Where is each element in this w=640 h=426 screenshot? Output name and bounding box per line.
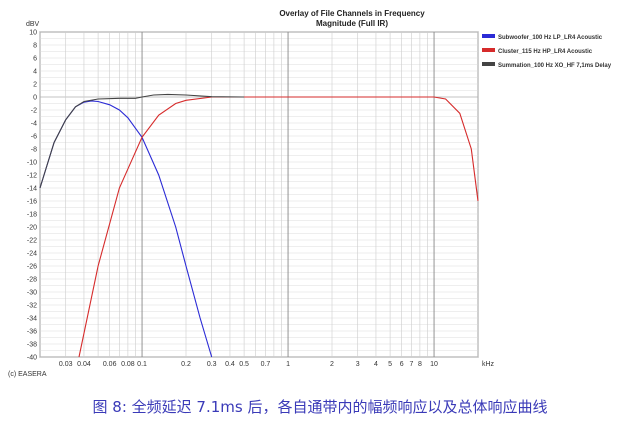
y-tick-label: 2 <box>33 82 37 89</box>
frequency-response-chart: Overlay of File Channels in Frequency Ma… <box>8 9 612 378</box>
x-tick-label: 4 <box>374 361 378 368</box>
y-tick-label: -26 <box>27 264 37 271</box>
figure-caption: 图 8: 全频延迟 7.1ms 后，各自通带内的幅频响应以及总体响应曲线 <box>92 398 548 416</box>
x-tick-label: 0.1 <box>137 361 147 368</box>
x-tick-label: 0.7 <box>261 361 271 368</box>
y-tick-label: -4 <box>31 121 37 128</box>
x-tick-label: 0.03 <box>59 361 73 368</box>
y-tick-label: -28 <box>27 277 37 284</box>
x-tick-label: 0.06 <box>103 361 117 368</box>
y-tick-label: -20 <box>27 225 37 232</box>
y-tick-label: -38 <box>27 342 37 349</box>
legend-label-1: Cluster_115 Hz HP_LR4 Acoustic <box>498 49 593 55</box>
y-tick-label: 0 <box>33 95 37 102</box>
x-tick-label: 10 <box>430 361 438 368</box>
y-tick-label: -30 <box>27 290 37 297</box>
x-tick-label: 0.4 <box>225 361 235 368</box>
y-tick-label: 4 <box>33 69 37 76</box>
legend-swatch-1 <box>482 48 495 52</box>
legend-swatch-0 <box>482 34 495 38</box>
y-tick-label: -32 <box>27 303 37 310</box>
x-axis-label: kHz <box>482 361 495 368</box>
y-tick-label: -14 <box>27 186 37 193</box>
series-line-2 <box>39 93 245 189</box>
y-tick-label: -34 <box>27 316 37 323</box>
chart-title: Overlay of File Channels in Frequency <box>279 9 425 18</box>
x-tick-label: 6 <box>400 361 404 368</box>
legend-swatch-2 <box>482 62 495 66</box>
x-tick-label: 0.5 <box>239 361 249 368</box>
x-tick-label: 7 <box>409 361 413 368</box>
x-tick-label: 3 <box>356 361 360 368</box>
chart-subtitle: Magnitude (Full IR) <box>316 19 388 28</box>
copyright: (c) EASERA <box>8 371 47 378</box>
y-tick-label: -6 <box>31 134 37 141</box>
y-tick-label: -24 <box>27 251 37 258</box>
y-axis-label: dBV <box>26 21 40 28</box>
y-tick-label: -22 <box>27 238 37 245</box>
x-tick-label: 0.3 <box>207 361 217 368</box>
y-tick-label: 10 <box>29 30 37 37</box>
legend-label-0: Subwoofer_100 Hz LP_LR4 Acoustic <box>498 35 603 41</box>
x-tick-label: 0.08 <box>121 361 135 368</box>
y-tick-label: 6 <box>33 56 37 63</box>
series-line-1 <box>78 96 479 358</box>
y-tick-label: -40 <box>27 355 37 362</box>
y-tick-label: -2 <box>31 108 37 115</box>
y-tick-label: 8 <box>33 43 37 50</box>
x-tick-label: 1 <box>286 361 290 368</box>
x-tick-label: 0.2 <box>181 361 191 368</box>
y-tick-label: -16 <box>27 199 37 206</box>
x-tick-label: 2 <box>330 361 334 368</box>
y-tick-label: -10 <box>27 160 37 167</box>
y-tick-label: -8 <box>31 147 37 154</box>
x-tick-label: 5 <box>388 361 392 368</box>
y-tick-label: -18 <box>27 212 37 219</box>
x-tick-label: 8 <box>418 361 422 368</box>
x-tick-label: 0.04 <box>77 361 91 368</box>
y-tick-label: -36 <box>27 329 37 336</box>
y-tick-label: -12 <box>27 173 37 180</box>
legend-label-2: Summation_100 Hz XO_HF 7,1ms Delay <box>498 63 612 69</box>
